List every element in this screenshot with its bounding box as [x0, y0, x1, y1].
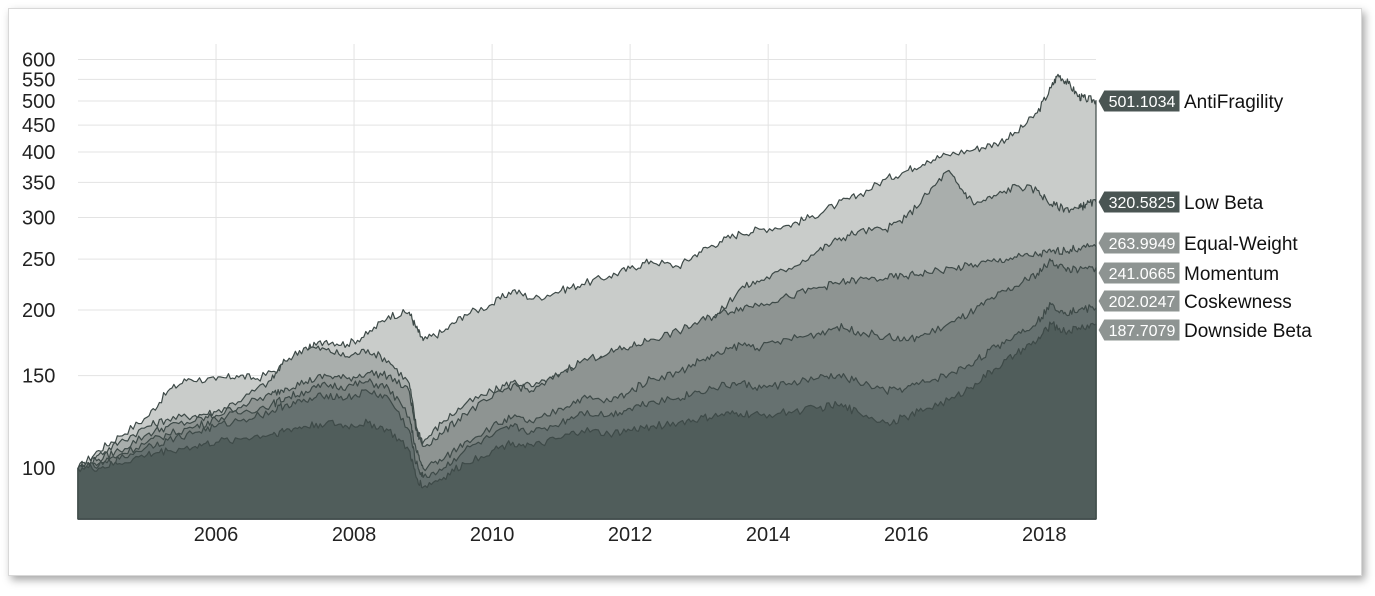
value-label-downside-beta: 187.7079	[1109, 323, 1176, 340]
value-tag-momentum	[1097, 261, 1181, 285]
y-tick-label: 400	[22, 142, 55, 164]
y-tick-label: 200	[22, 300, 55, 322]
y-tick-label: 550	[22, 69, 55, 91]
value-tag-downside-beta	[1097, 318, 1181, 342]
value-tag-low-beta	[1097, 190, 1181, 214]
value-tag-equal-weight	[1097, 231, 1181, 255]
value-label-equal-weight: 263.9949	[1109, 236, 1176, 253]
x-axis-ticks: 2006 2008 2010 2012 2014 2016 2018	[194, 524, 1067, 546]
y-tick-label: 350	[22, 172, 55, 194]
series-name-momentum: Momentum	[1184, 264, 1279, 285]
y-tick-label: 150	[22, 366, 55, 388]
value-label-antifragility: 501.1034	[1109, 94, 1176, 111]
series-name-antifragility: AntiFragility	[1184, 92, 1284, 113]
value-tag-antifragility	[1097, 89, 1181, 113]
value-label-coskewness: 202.0247	[1109, 294, 1176, 311]
series-area-downside-beta	[77, 321, 1097, 520]
series-name-downside-beta: Downside Beta	[1184, 321, 1312, 342]
x-tick-label: 2014	[746, 524, 791, 546]
x-tick-label: 2006	[194, 524, 239, 546]
y-tick-label: 600	[22, 49, 55, 71]
series-name-equal-weight: Equal-Weight	[1184, 234, 1298, 255]
x-tick-label: 2012	[608, 524, 653, 546]
series-name-coskewness: Coskewness	[1184, 292, 1292, 313]
y-tick-label: 450	[22, 115, 55, 137]
x-tick-label: 2018	[1022, 524, 1067, 546]
x-tick-label: 2008	[332, 524, 377, 546]
value-tag-coskewness	[1097, 289, 1181, 313]
end-labels: 501.1034 AntiFragility 320.5825 Low Beta 263…	[1097, 89, 1312, 342]
value-label-low-beta: 320.5825	[1109, 195, 1176, 212]
y-tick-label: 100	[22, 458, 55, 480]
series-areas	[77, 73, 1097, 520]
value-label-momentum: 241.0665	[1109, 266, 1176, 283]
x-tick-label: 2016	[884, 524, 929, 546]
x-tick-label: 2010	[470, 524, 515, 546]
y-tick-label: 300	[22, 208, 55, 230]
y-tick-label: 250	[22, 249, 55, 271]
series-name-low-beta: Low Beta	[1184, 193, 1264, 214]
y-tick-label: 500	[22, 91, 55, 113]
